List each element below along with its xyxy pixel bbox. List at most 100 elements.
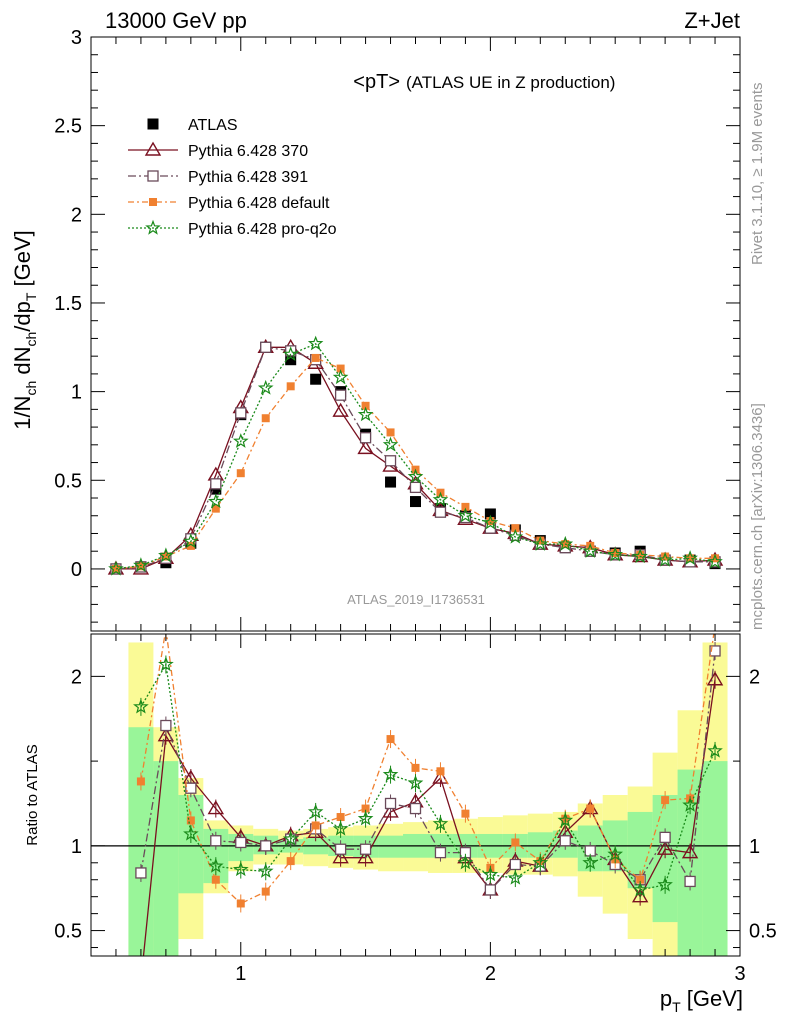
ratio-point-p391: [659, 831, 671, 844]
y-tick-label: 0: [71, 559, 82, 581]
ratio-point-pq2o: [582, 854, 599, 870]
ratio-y-tick-label: 0.5: [54, 921, 82, 943]
data-point-pq2o: [357, 406, 374, 422]
ratio-point-pdef: [211, 875, 220, 884]
ratio-point-p370: [134, 974, 148, 986]
legend-marker-p391: [147, 170, 159, 182]
ratio-point-p391: [185, 782, 197, 794]
data-point-pq2o: [582, 542, 599, 558]
ratio-point-pdef: [186, 816, 195, 825]
data-point-atlas: [310, 373, 322, 385]
data-point-pdef: [236, 469, 245, 478]
ratio-point-pdef: [636, 875, 645, 884]
ratio-line-pdef: [140, 634, 715, 905]
data-point-pq2o: [607, 546, 624, 562]
ratio-point-p370: [332, 849, 349, 864]
data-point-pdef: [136, 562, 145, 571]
legend-marker-pq2o: [145, 219, 161, 235]
rivet-label: Rivet 3.1.10, ≥ 1.9M events: [749, 83, 766, 266]
data-point-pdef: [686, 554, 695, 563]
data-point-atlas: [410, 496, 421, 508]
data-point-pdef: [611, 548, 620, 557]
legend-marker-pdef: [149, 198, 157, 206]
ratio-point-p391: [434, 846, 447, 859]
ratio-point-pq2o: [282, 830, 299, 846]
ratio-point-pq2o: [332, 820, 349, 836]
y-tick-label: 1: [71, 382, 82, 404]
data-point-pq2o: [407, 468, 424, 484]
legend-label-p391: Pythia 6.428 391: [188, 169, 308, 186]
uncertainty-band-green: [178, 795, 204, 894]
ratio-point-pdef: [311, 821, 320, 830]
ratio-point-pdef: [386, 735, 395, 744]
ratio-point-p391: [509, 858, 521, 871]
ratio-point-pdef: [286, 857, 295, 866]
data-point-pq2o: [207, 493, 224, 509]
ratio-point-pq2o: [507, 869, 524, 885]
data-point-pdef: [261, 414, 270, 423]
data-point-pdef: [486, 517, 495, 526]
ratio-point-pdef: [236, 899, 245, 908]
legend-label-pq2o: Pythia 6.428 pro-q2o: [188, 221, 337, 238]
ratio-point-p391: [359, 843, 372, 855]
svg-text:1/Nch dNch/dpT [GeV]: 1/Nch dNch/dpT [GeV]: [10, 230, 39, 430]
data-point-p391: [235, 407, 247, 419]
ratio-point-p391: [260, 840, 272, 852]
ratio-point-pdef: [361, 804, 370, 813]
data-point-p391: [359, 432, 372, 444]
data-point-pdef: [161, 552, 170, 561]
data-point-p391: [384, 455, 397, 467]
data-point-pq2o: [482, 514, 499, 530]
ratio-point-pdef: [136, 777, 145, 786]
ratio-point-p391: [559, 835, 571, 847]
data-point-pq2o: [382, 436, 399, 452]
ratio-point-pdef: [411, 763, 420, 772]
ratio-point-pq2o: [207, 857, 224, 873]
uncertainty-band-green: [153, 761, 179, 956]
series-p370: [107, 338, 724, 575]
y-tick-label: 0.5: [54, 470, 82, 492]
ratio-point-pq2o: [682, 796, 698, 812]
data-point-pq2o: [158, 547, 174, 563]
data-point-pq2o: [183, 533, 199, 549]
ratio-point-pq2o: [307, 803, 324, 819]
y-tick-label: 2: [71, 204, 82, 226]
data-point-pq2o: [707, 553, 723, 569]
ratio-point-p391: [160, 719, 172, 732]
uncertainty-band-green: [378, 835, 404, 858]
ratio-point-pdef: [661, 796, 670, 805]
ratio-point-p370: [207, 800, 225, 815]
legend-label-pdef: Pythia 6.428 default: [188, 195, 330, 212]
ratio-point-p391: [409, 802, 422, 815]
data-point-pdef: [511, 524, 520, 533]
uncertainty-band-green: [128, 727, 154, 956]
ratio-point-p370: [157, 727, 175, 742]
data-point-pdef: [636, 550, 645, 559]
data-point-pdef: [211, 504, 220, 513]
ratio-series-pq2o: [133, 655, 723, 899]
data-point-atlas: [385, 476, 397, 488]
series-line-pq2o: [115, 343, 716, 570]
analysis-watermark: ATLAS_2019_I1736531: [347, 592, 485, 607]
ratio-point-pdef: [336, 813, 345, 822]
data-point-atlas: [285, 354, 297, 366]
ratio-point-p370: [681, 844, 699, 859]
data-point-p370: [207, 466, 225, 481]
legend-label-atlas: ATLAS: [188, 117, 238, 134]
ratio-point-p370: [706, 671, 724, 686]
uncertainty-band-green: [702, 761, 728, 956]
ratio-point-pq2o: [257, 863, 274, 878]
series-p391: [110, 341, 721, 575]
data-point-pdef: [311, 353, 320, 362]
ratio-point-pq2o: [407, 774, 424, 790]
data-point-pdef: [386, 428, 395, 437]
data-point-pq2o: [632, 548, 648, 564]
plot-title-sub: (ATLAS UE in Z production): [406, 73, 615, 92]
ratio-point-p391: [135, 867, 147, 879]
data-point-pdef: [186, 541, 195, 550]
y-tick-label: 2.5: [54, 116, 82, 138]
ratio-y-tick-label: 2: [71, 666, 82, 688]
ratio-point-pq2o: [607, 846, 624, 862]
ratio-point-p391: [384, 797, 397, 810]
